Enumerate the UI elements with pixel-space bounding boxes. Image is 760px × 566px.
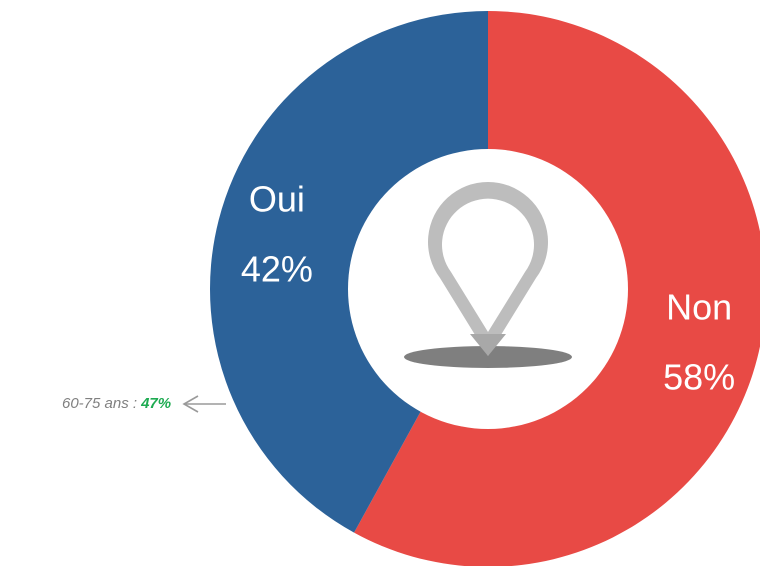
annotation-arrow [182,395,226,413]
slice-category: Oui [249,178,305,219]
annotation-label: 60-75 ans : [62,395,137,412]
slice-category: Non [666,287,732,328]
annotation-highlight: 47% [140,395,171,412]
slice-value-label: 58% [663,357,735,398]
annotation-text: 60-75 ans :47% [62,395,171,412]
slice-value-label: 42% [241,248,313,289]
pin-icon [404,182,572,368]
